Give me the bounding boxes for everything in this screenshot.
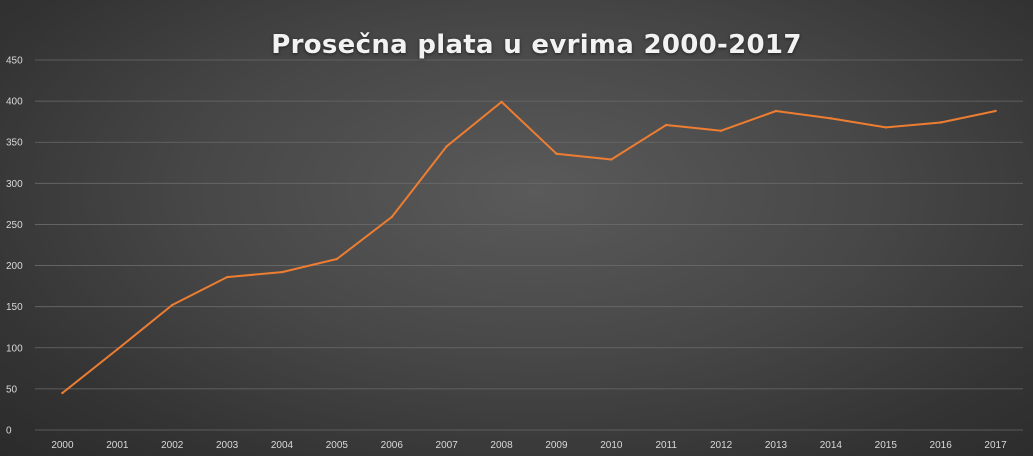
data-point-2007	[445, 145, 448, 148]
y-tick-label: 350	[6, 138, 23, 149]
x-tick-label: 2006	[381, 440, 404, 451]
data-point-2008	[500, 100, 503, 104]
data-point-2003	[225, 275, 229, 279]
x-tick-label: 2000	[51, 440, 74, 451]
y-tick-label: 0	[6, 426, 12, 437]
x-tick-label: 2017	[984, 440, 1007, 451]
data-point-2000	[61, 391, 64, 395]
data-point-2011	[665, 123, 668, 127]
data-point-2015	[884, 126, 887, 129]
data-point-2014	[829, 117, 833, 120]
x-tick-label: 2013	[765, 440, 788, 451]
y-tick-label: 100	[6, 343, 23, 354]
series-line	[61, 100, 997, 394]
x-axis-ticks: 2000 2001 2002 2003 2004 2005 2006 2007 2008 2009…	[51, 440, 1007, 451]
data-point-2001	[116, 348, 119, 351]
x-tick-label: 2014	[820, 440, 843, 451]
data-point-2017	[994, 109, 997, 113]
data-point-2009	[555, 152, 558, 155]
data-point-2002	[171, 303, 174, 307]
y-tick-label: 50	[6, 384, 18, 395]
x-tick-label: 2015	[875, 440, 898, 451]
data-point-2004	[280, 270, 284, 274]
x-tick-label: 2009	[545, 440, 568, 451]
data-point-2005	[335, 257, 339, 261]
data-point-2006	[390, 215, 393, 219]
x-tick-label: 2011	[655, 440, 677, 451]
x-tick-label: 2010	[600, 440, 623, 451]
y-tick-label: 300	[6, 179, 23, 190]
data-point-2010	[610, 158, 613, 161]
data-point-2012	[719, 129, 723, 132]
data-point-2013	[774, 109, 778, 113]
y-axis-ticks: 0 50 100 150 200 250 300 350 400 450	[6, 56, 23, 437]
x-tick-label: 2005	[326, 440, 349, 451]
y-tick-label: 450	[6, 56, 23, 67]
y-tick-label: 150	[6, 302, 23, 313]
x-tick-label: 2004	[271, 440, 294, 451]
x-tick-label: 2008	[490, 440, 513, 451]
chart-title: Prosečna plata u evrima 2000-2017	[271, 30, 802, 60]
x-tick-label: 2002	[161, 440, 184, 451]
series-layer	[61, 100, 997, 395]
x-tick-label: 2003	[216, 440, 239, 451]
gridlines	[35, 59, 1023, 431]
data-point-2016	[939, 121, 942, 124]
y-tick-label: 250	[6, 220, 23, 231]
x-tick-label: 2007	[436, 440, 459, 451]
x-tick-label: 2016	[930, 440, 953, 451]
y-tick-label: 400	[6, 97, 23, 108]
x-tick-label: 2001	[106, 440, 129, 451]
y-tick-label: 200	[6, 261, 23, 272]
x-tick-label: 2012	[710, 440, 733, 451]
